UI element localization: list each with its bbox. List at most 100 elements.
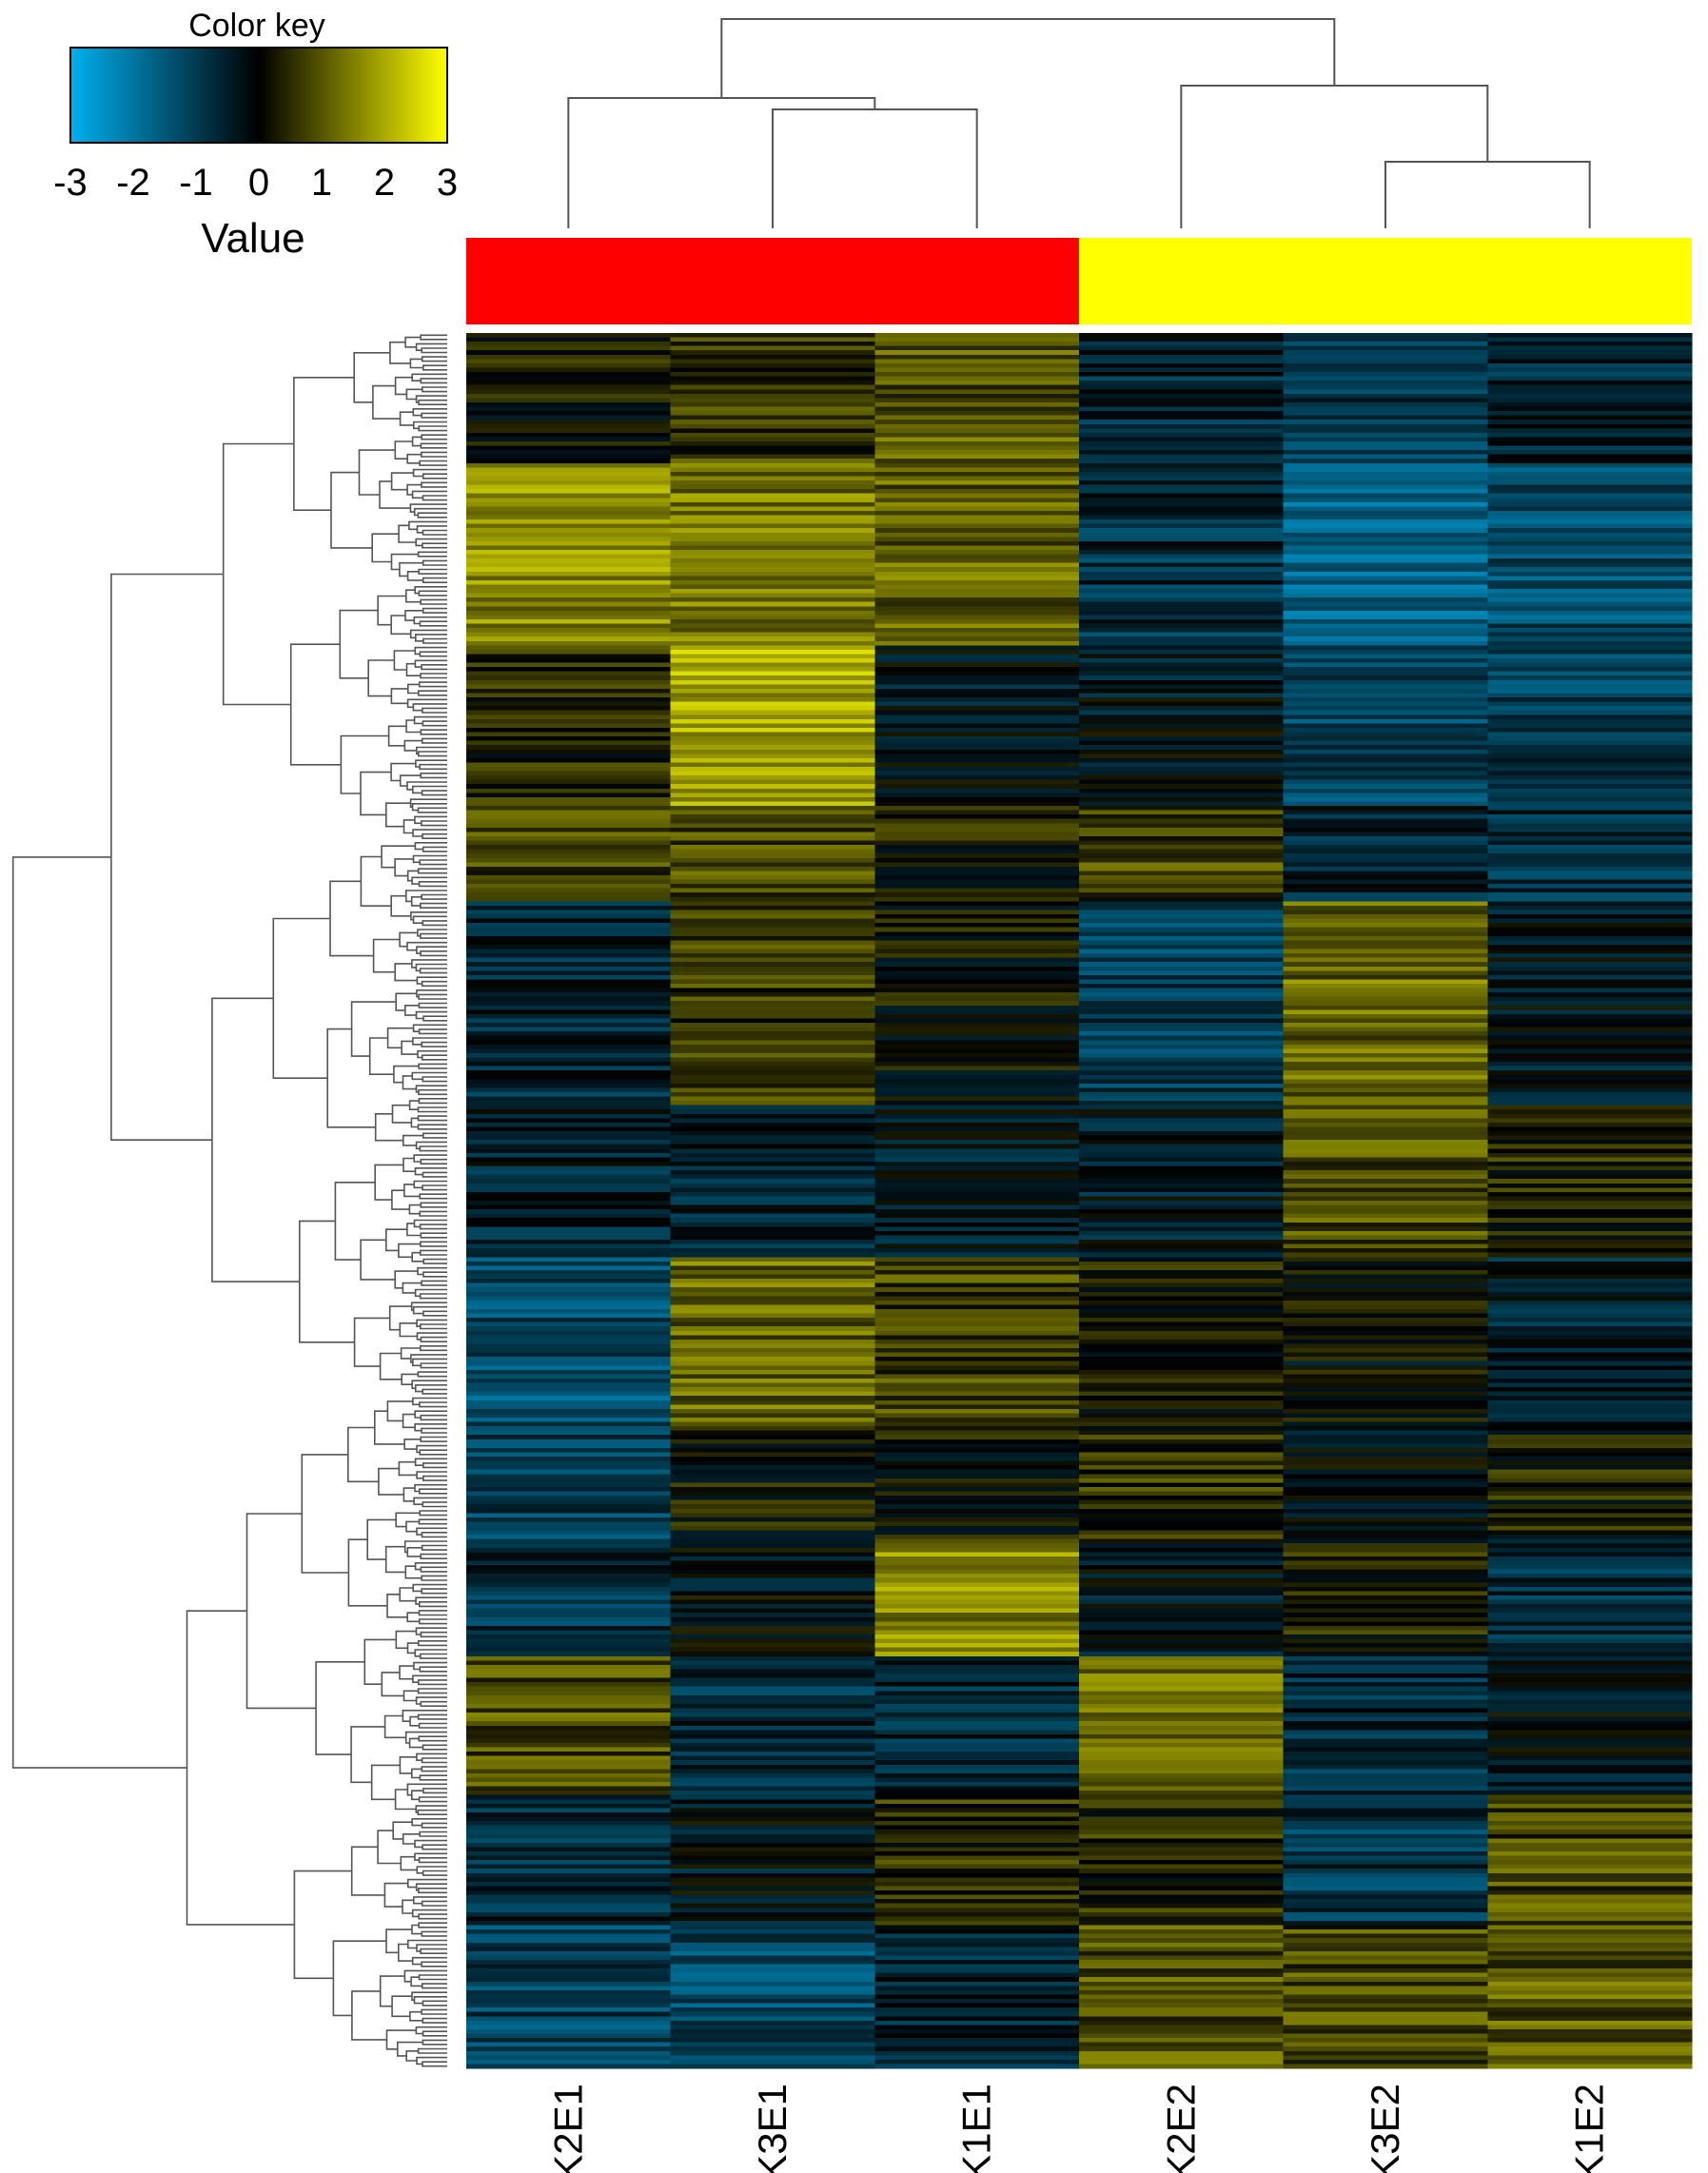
heatmap-cell (1079, 754, 1285, 759)
heatmap-cell (1487, 1352, 1693, 1358)
heatmap-cell (1079, 1543, 1285, 1549)
heatmap-cell (466, 1877, 672, 1883)
heatmap-cell (1487, 1803, 1693, 1809)
heatmap-cell (1283, 1457, 1488, 1462)
heatmap-cell (1079, 1964, 1285, 1969)
heatmap-cell (1487, 437, 1693, 442)
heatmap-cell (1487, 567, 1693, 573)
heatmap-cell (1487, 480, 1693, 486)
heatmap-cell (466, 1635, 672, 1640)
heatmap-cell (1079, 359, 1285, 364)
heatmap-cell (1487, 654, 1693, 659)
heatmap-cell (874, 1504, 1080, 1510)
heatmap-cell (1283, 1604, 1488, 1610)
heatmap-cell (466, 779, 672, 785)
heatmap-cell (670, 1005, 875, 1010)
dendrogram-branch (411, 876, 447, 885)
heatmap-cell (670, 1460, 875, 1466)
heatmap-cell (874, 1521, 1080, 1527)
heatmap-cell (466, 1148, 672, 1154)
dendrogram-branch (416, 1866, 447, 1874)
heatmap-cell (1283, 710, 1488, 715)
heatmap-cell (466, 1482, 672, 1488)
heatmap-cell (670, 957, 875, 963)
heatmap-cell (466, 718, 672, 724)
heatmap-cell (1079, 1716, 1285, 1722)
heatmap-cell (1487, 706, 1693, 712)
heatmap-cell (466, 450, 672, 456)
dendrogram-branch (413, 1996, 447, 2005)
heatmap-cell (1283, 2038, 1488, 2044)
heatmap-cell (874, 1447, 1080, 1454)
heatmap-cell (874, 1999, 1080, 2005)
heatmap-cell (874, 757, 1080, 764)
heatmap-cell (1283, 584, 1488, 590)
heatmap-cell (1487, 1782, 1693, 1788)
heatmap-cell (874, 749, 1080, 754)
heatmap-cell (874, 662, 1080, 668)
heatmap-cell (1079, 1122, 1285, 1128)
heatmap-cell (1487, 2025, 1693, 2030)
heatmap-cell (466, 1105, 672, 1110)
heatmap-cell (1079, 1235, 1285, 1241)
heatmap-cell (466, 1391, 672, 1397)
heatmap-cell (466, 1486, 672, 1493)
heatmap-cell (466, 367, 672, 373)
heatmap-cell (1487, 918, 1693, 924)
heatmap-cell (670, 537, 875, 542)
dendrogram-branch (398, 524, 417, 543)
heatmap-cell (466, 1977, 672, 1983)
heatmap-cell (466, 1418, 672, 1423)
heatmap-cell (466, 1925, 672, 1930)
heatmap-cell (1283, 2007, 1488, 2013)
heatmap-cell (874, 350, 1080, 356)
heatmap-cell (466, 1001, 672, 1007)
heatmap-cell (1283, 684, 1488, 690)
heatmap-cell (1283, 540, 1488, 547)
heatmap-cell (1283, 1955, 1488, 1961)
heatmap-cell (1283, 1682, 1488, 1688)
heatmap-cell (670, 2028, 875, 2035)
heatmap-cell (670, 1630, 875, 1635)
dendrogram-branch (374, 1113, 403, 1142)
heatmap-cell (874, 1950, 1080, 1957)
heatmap-cell (1487, 1204, 1693, 1210)
heatmap-cell (874, 1357, 1080, 1362)
dendrogram-branch (422, 495, 447, 501)
heatmap-cell (466, 1725, 672, 1731)
heatmap-cell (1079, 718, 1285, 724)
heatmap-cell (466, 1230, 672, 1237)
heatmap-cell (670, 1908, 875, 1913)
heatmap-cell (1487, 1890, 1693, 1896)
heatmap-cell (874, 1569, 1080, 1575)
heatmap-cell (874, 1369, 1080, 1375)
heatmap-cell (1487, 1647, 1693, 1653)
heatmap-cell (466, 537, 672, 542)
heatmap-cell (466, 1664, 672, 1671)
heatmap-cell (874, 1001, 1080, 1007)
heatmap-cell (466, 1920, 672, 1927)
heatmap-cell (466, 523, 672, 529)
heatmap-cell (1079, 784, 1285, 790)
heatmap-cell (466, 970, 672, 976)
heatmap-cell (1079, 501, 1285, 507)
dendrogram-branch (772, 108, 978, 228)
heatmap-cell (1487, 1877, 1693, 1883)
dendrogram-branch (405, 719, 422, 734)
heatmap-cell (466, 1257, 672, 1263)
heatmap-cell (874, 710, 1080, 715)
dendrogram-branch (417, 551, 447, 558)
heatmap-cell (874, 1886, 1080, 1891)
heatmap-cell (670, 1062, 875, 1067)
heatmap-cell (670, 1591, 875, 1596)
heatmap-cell (1079, 1547, 1285, 1553)
heatmap-cell (1487, 493, 1693, 499)
heatmap-cell (466, 905, 672, 911)
heatmap-cell (874, 342, 1080, 347)
heatmap-cell (670, 1791, 875, 1796)
heatmap-cell (466, 1894, 672, 1900)
heatmap-cell (1079, 1794, 1285, 1800)
heatmap-cell (874, 1378, 1080, 1384)
dendrogram-branch (402, 1282, 422, 1294)
heatmap-cell (466, 1721, 672, 1727)
